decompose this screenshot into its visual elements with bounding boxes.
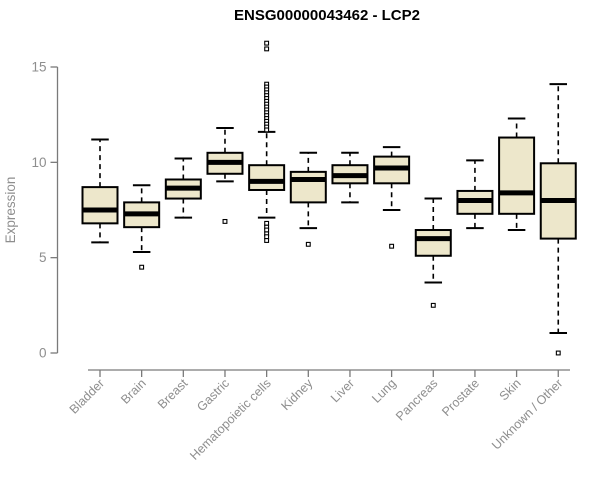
boxplot-liver	[331, 151, 369, 204]
outlier-point	[264, 227, 270, 233]
outlier-point	[555, 350, 561, 356]
y-tick-label: 0	[39, 346, 47, 361]
outlier-point	[264, 127, 270, 133]
boxplot-unknown-other	[539, 83, 577, 356]
x-tick-label-lung: Lung	[369, 376, 399, 406]
y-tick-label: 15	[31, 60, 46, 75]
iqr-box	[81, 186, 119, 225]
boxplot-lung	[373, 146, 411, 249]
x-tick-label-hematopoietic-cells: Hematopoietic cells	[187, 376, 274, 463]
outlier-point	[430, 302, 436, 308]
x-tick-label-brain: Brain	[118, 376, 149, 407]
boxplot-skin	[498, 117, 536, 232]
boxplot-hematopoietic-cells	[248, 40, 286, 243]
boxplot-gastric	[206, 127, 244, 224]
x-tick-label-kidney: Kidney	[278, 376, 315, 413]
x-tick-label-bladder: Bladder	[67, 376, 107, 416]
x-tick-label-prostate: Prostate	[439, 376, 482, 419]
outlier-point	[264, 46, 270, 52]
axes: 0 5 10 15 Bladder Brain Breast GastricHematopoi…	[31, 60, 570, 463]
outlier-point	[222, 218, 228, 224]
boxplot-brain	[123, 184, 161, 270]
iqr-box	[248, 164, 286, 191]
boxplot-kidney	[289, 151, 327, 247]
x-tick-label-unknown-other: Unknown / Other	[489, 376, 565, 452]
x-tick-label-gastric: Gastric	[194, 376, 232, 414]
outlier-point	[305, 241, 311, 247]
boxplot-breast	[164, 157, 202, 219]
boxplot-bladder	[81, 138, 119, 244]
y-tick-label: 5	[39, 250, 47, 265]
outlier-point	[264, 238, 270, 243]
x-tick-label-liver: Liver	[328, 376, 357, 405]
iqr-box	[498, 136, 536, 215]
chart-title: ENSG00000043462 - LCP2	[234, 7, 420, 24]
outlier-point	[264, 220, 270, 226]
y-tick-label: 10	[31, 155, 46, 170]
boxplot-pancreas	[414, 197, 452, 308]
x-tick-label-pancreas: Pancreas	[393, 376, 440, 423]
boxplots	[81, 40, 577, 356]
outlier-point	[139, 264, 145, 270]
outlier-point	[264, 40, 270, 46]
boxplot-prostate	[456, 159, 494, 230]
x-tick-label-breast: Breast	[155, 376, 191, 412]
outlier-point	[264, 234, 270, 240]
iqr-box	[289, 170, 327, 204]
x-tick-label-skin: Skin	[497, 376, 524, 403]
outlier-point	[389, 243, 395, 249]
y-axis-label: Expression	[3, 177, 18, 244]
iqr-box	[414, 229, 452, 257]
